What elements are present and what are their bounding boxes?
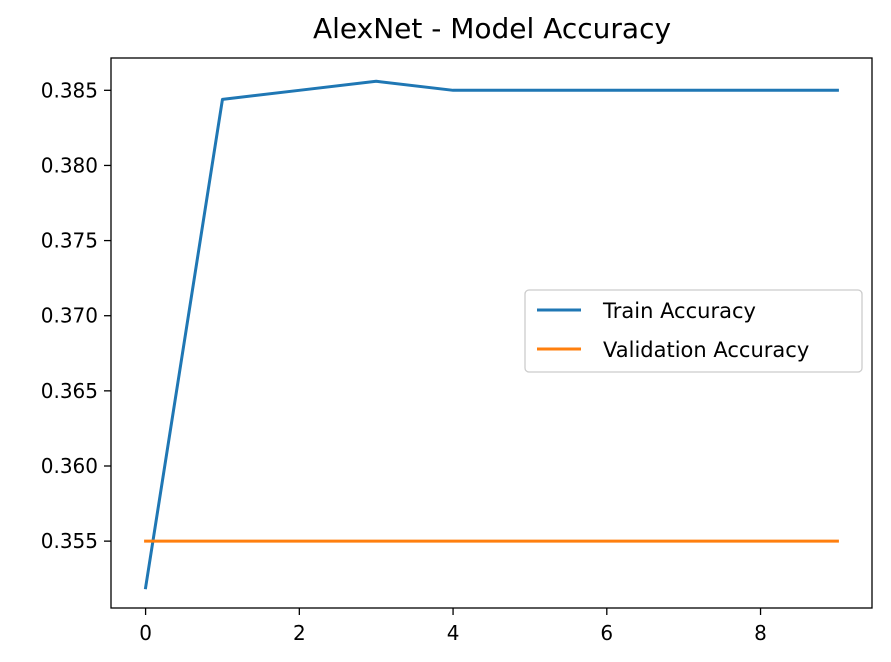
series-layer	[143, 79, 839, 590]
x-axis: 0 2 4 6 8	[139, 608, 767, 645]
x-tick-label: 2	[293, 621, 306, 645]
legend-box	[524, 289, 863, 373]
y-tick-label: 0.370	[41, 304, 98, 328]
y-tick-label: 0.380	[41, 153, 98, 177]
x-tick-label: 0	[139, 621, 152, 645]
legend: Train Accuracy Validation Accuracy	[524, 289, 863, 373]
chart-title: AlexNet - Model Accuracy	[313, 12, 671, 45]
y-tick-label: 0.365	[41, 379, 98, 403]
y-tick-label: 0.355	[41, 529, 98, 553]
y-tick-label: 0.385	[41, 78, 98, 102]
x-tick-label: 4	[447, 621, 460, 645]
x-tick-label: 8	[754, 621, 767, 645]
legend-label-validation-accuracy: Validation Accuracy	[603, 338, 809, 362]
y-tick-label: 0.375	[41, 229, 98, 253]
x-tick-label: 6	[600, 621, 613, 645]
legend-label-train-accuracy: Train Accuracy	[602, 299, 756, 323]
y-tick-label: 0.360	[41, 454, 98, 478]
y-axis: 0.355 0.360 0.365 0.370 0.375 0.380 0.385	[41, 78, 111, 553]
series-line-train-accuracy	[143, 79, 839, 590]
plot-area	[110, 57, 873, 609]
axes-frame	[110, 57, 873, 609]
